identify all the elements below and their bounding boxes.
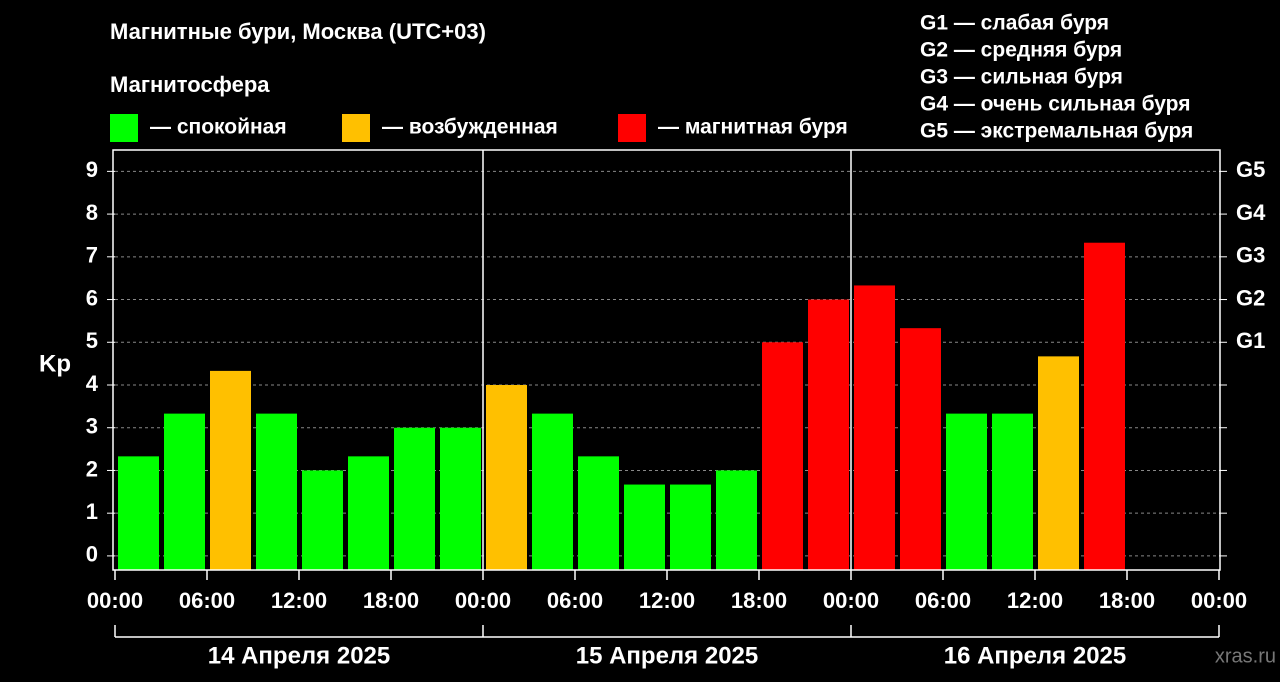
bar (716, 470, 757, 570)
scale-note: G5 — экстремальная буря (920, 120, 1193, 143)
y-axis-label: Kp (39, 350, 71, 377)
y2-tick-label: G3 (1236, 243, 1265, 268)
bar (992, 413, 1033, 570)
chart-title: Магнитные бури, Москва (UTC+03) (110, 19, 486, 44)
x-tick-label: 00:00 (823, 588, 879, 613)
bar (118, 456, 159, 570)
y2-tick-label: G4 (1236, 200, 1266, 225)
x-tick-label: 00:00 (87, 588, 143, 613)
y2-tick-label: G2 (1236, 285, 1265, 310)
x-tick-label: 12:00 (1007, 588, 1063, 613)
legend-swatch (342, 114, 370, 142)
day-label: 16 Апреля 2025 (944, 642, 1127, 669)
x-tick-label: 06:00 (179, 588, 235, 613)
bar (670, 484, 711, 570)
scale-note: G1 — слабая буря (920, 12, 1109, 35)
bar (1038, 356, 1079, 570)
scale-note: G3 — сильная буря (920, 66, 1123, 89)
y-tick-label: 8 (86, 200, 98, 225)
x-tick-label: 12:00 (271, 588, 327, 613)
bar (624, 484, 665, 570)
bar (762, 342, 803, 570)
bar (210, 370, 251, 570)
bar (302, 470, 343, 570)
x-tick-label: 18:00 (731, 588, 787, 613)
y-tick-label: 5 (86, 328, 98, 353)
y2-tick-label: G1 (1236, 328, 1265, 353)
y-tick-label: 3 (86, 414, 98, 439)
y2-tick-label: G5 (1236, 157, 1265, 182)
bar (532, 413, 573, 570)
y-tick-label: 4 (86, 371, 99, 396)
bar (900, 328, 941, 570)
y-tick-label: 9 (86, 157, 98, 182)
y-tick-label: 1 (86, 499, 98, 524)
legend-swatch (110, 114, 138, 142)
bar (808, 299, 849, 570)
bar (578, 456, 619, 570)
y-tick-label: 0 (86, 542, 98, 567)
bar (854, 285, 895, 570)
day-label: 15 Апреля 2025 (576, 642, 759, 669)
bar (1084, 242, 1125, 570)
x-tick-label: 18:00 (1099, 588, 1155, 613)
legend-title: Магнитосфера (110, 72, 270, 97)
watermark: xras.ru (1215, 645, 1276, 667)
legend-label: — спокойная (150, 116, 287, 139)
scale-note: G4 — очень сильная буря (920, 93, 1190, 116)
x-tick-label: 18:00 (363, 588, 419, 613)
x-tick-label: 00:00 (1191, 588, 1247, 613)
y-tick-label: 7 (86, 243, 98, 268)
x-tick-label: 12:00 (639, 588, 695, 613)
bar (348, 456, 389, 570)
day-label: 14 Апреля 2025 (208, 642, 391, 669)
y-tick-label: 6 (86, 285, 98, 310)
y-tick-label: 2 (86, 456, 98, 481)
bar (394, 427, 435, 570)
x-tick-label: 06:00 (915, 588, 971, 613)
legend-label: — возбужденная (382, 116, 558, 139)
scale-note: G2 — средняя буря (920, 39, 1122, 62)
bar (164, 413, 205, 570)
legend-label: — магнитная буря (658, 116, 848, 139)
bar (946, 413, 987, 570)
bar (440, 427, 481, 570)
bar (486, 384, 527, 570)
x-tick-label: 06:00 (547, 588, 603, 613)
legend-swatch (618, 114, 646, 142)
bar (256, 413, 297, 570)
x-tick-label: 00:00 (455, 588, 511, 613)
